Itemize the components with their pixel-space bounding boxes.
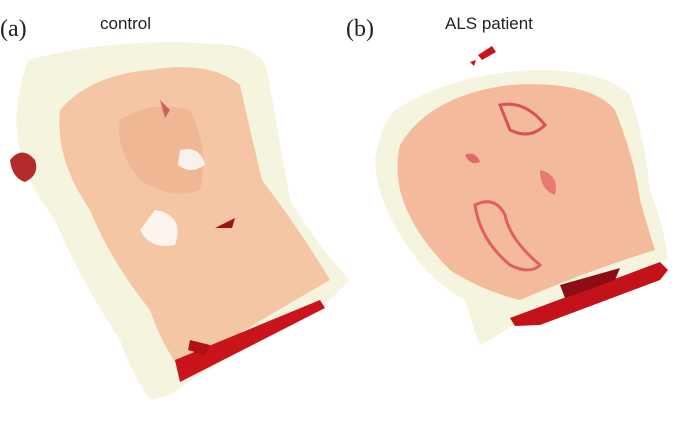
panel-tag: (a) xyxy=(0,16,27,42)
panel-label: ALS patient xyxy=(445,14,533,33)
panel-label: control xyxy=(100,14,151,33)
panel-a-render xyxy=(10,42,351,401)
panel-b-render xyxy=(375,46,668,346)
panel-tag: (b) xyxy=(346,16,374,42)
